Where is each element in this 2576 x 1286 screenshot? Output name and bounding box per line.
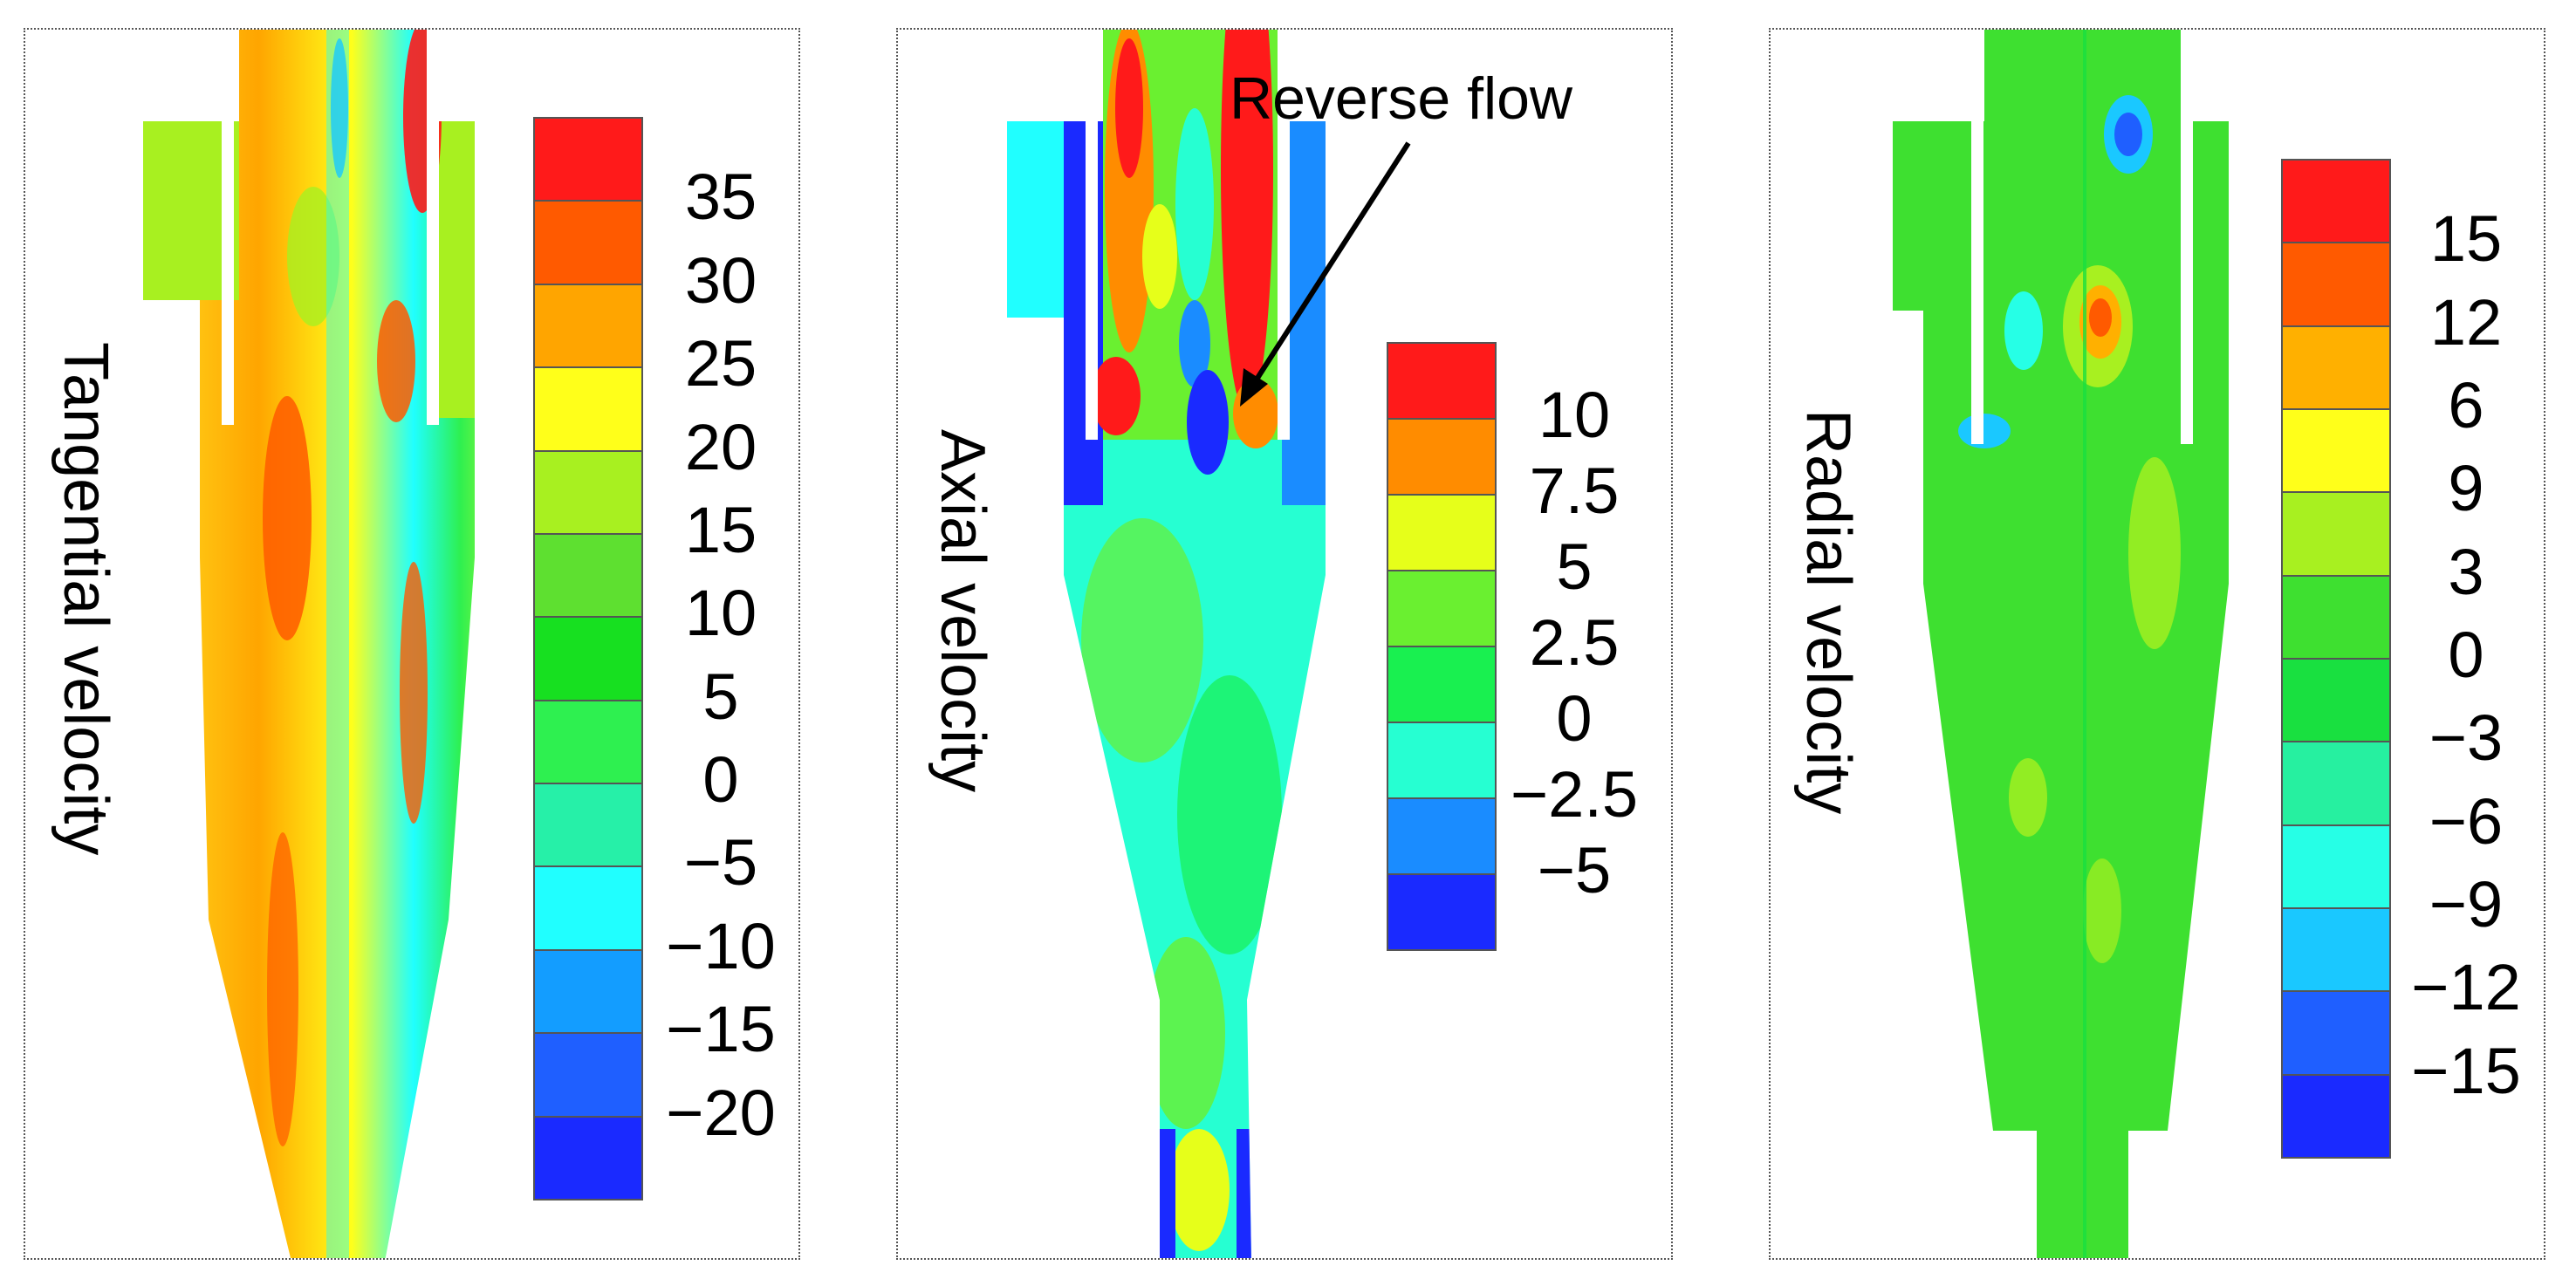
legend-tick-label: 0 — [1556, 682, 1593, 755]
legend-swatch — [2281, 159, 2391, 244]
legend-swatch — [533, 616, 643, 701]
legend-swatch — [2281, 1073, 2391, 1159]
legend-tick-label: 30 — [684, 243, 757, 317]
legend-tick-label: −3 — [2429, 701, 2504, 775]
legend-tick-label: 35 — [684, 161, 757, 234]
legend-swatch — [1387, 494, 1497, 571]
legend-swatch — [533, 532, 643, 619]
legend-swatch — [2281, 408, 2391, 494]
legend-swatch — [533, 1032, 643, 1118]
legend-tick-label: 15 — [684, 493, 757, 566]
legend-swatch — [533, 1115, 643, 1200]
legend-swatch — [2281, 491, 2391, 577]
reverse-flow-arrow — [1244, 141, 1411, 396]
legend-tick-label: 3 — [2448, 535, 2484, 608]
axial-contour-plot — [1007, 30, 1411, 1258]
tangential-contour-plot — [143, 30, 475, 1258]
legend-tick-label: 6 — [2448, 369, 2484, 441]
legend-swatch — [533, 449, 643, 535]
legend-swatch — [2281, 990, 2391, 1076]
reverse-flow-arrowhead — [1240, 368, 1268, 407]
legend-tick-label: −20 — [666, 1076, 776, 1149]
legend-tick-label: −15 — [666, 993, 776, 1066]
radial-contour-plot — [1893, 30, 2229, 1258]
reverse-flow-annotation: Reverse flow — [1230, 65, 1573, 132]
legend-tick-label: −12 — [2411, 951, 2521, 1024]
legend-swatch — [2281, 824, 2391, 909]
legend-tick-label: 20 — [684, 410, 757, 483]
legend-swatch — [1387, 570, 1497, 647]
legend-swatch — [533, 200, 643, 285]
legend-swatch — [533, 948, 643, 1035]
legend-tick-label: 9 — [2448, 452, 2484, 525]
legend-tick-label: −10 — [666, 909, 776, 982]
legend-tick-label: 0 — [2448, 619, 2484, 691]
legend-tick-label: −5 — [1537, 834, 1612, 906]
legend-tick-label: 10 — [1538, 379, 1611, 451]
legend-tick-label: 5 — [1556, 530, 1593, 603]
legend-swatch — [2281, 242, 2391, 327]
legend-tick-label: 10 — [684, 577, 757, 650]
legend-swatch — [2281, 325, 2391, 410]
legend-swatch — [2281, 741, 2391, 826]
legend-tick-label: 15 — [2429, 202, 2503, 276]
legend-swatch — [2281, 574, 2391, 660]
legend-tick-label: −6 — [2429, 784, 2504, 858]
panel-label: Axial velocity — [928, 429, 997, 793]
legend-swatch — [1387, 797, 1497, 875]
panel-label: Radial velocity — [1793, 409, 1863, 815]
legend-swatch — [533, 783, 643, 868]
legend-swatch — [533, 117, 643, 202]
legend-tick-label: 7.5 — [1529, 455, 1620, 527]
legend-tick-label: −2.5 — [1510, 758, 1639, 831]
legend-swatch — [2281, 658, 2391, 743]
axial-velocity-panel: Axial velocity Reverse flow 10 7.5 5 2.5 0 −2… — [896, 28, 1673, 1260]
legend-tick-label: 5 — [702, 660, 739, 733]
legend-tick-label: −5 — [683, 826, 758, 900]
legend-tick-label: −9 — [2429, 868, 2504, 941]
legend-tick-label: 0 — [702, 743, 739, 817]
panel-label: Tangential velocity — [51, 342, 120, 856]
legend-swatch — [533, 865, 643, 951]
legend-swatch — [1387, 722, 1497, 799]
legend-tick-label: 12 — [2429, 285, 2503, 359]
legend-tick-label: −15 — [2411, 1034, 2521, 1107]
legend-swatch — [1387, 646, 1497, 723]
legend-swatch — [533, 283, 643, 369]
legend-tick-label: 25 — [684, 327, 757, 400]
tangential-velocity-panel: Tangential velocity 35 30 25 20 15 10 5 0 −5 −10 −… — [24, 28, 800, 1260]
legend-swatch — [1387, 342, 1497, 420]
legend-tick-label: 2.5 — [1529, 606, 1620, 679]
radial-velocity-panel: Radial velocity 15 12 6 9 3 0 −3 −6 −9 −12 −15 — [1769, 28, 2545, 1260]
legend-swatch — [1387, 418, 1497, 496]
legend-swatch — [2281, 907, 2391, 993]
legend-swatch — [533, 699, 643, 785]
legend-swatch — [1387, 873, 1497, 951]
legend-swatch — [533, 366, 643, 452]
